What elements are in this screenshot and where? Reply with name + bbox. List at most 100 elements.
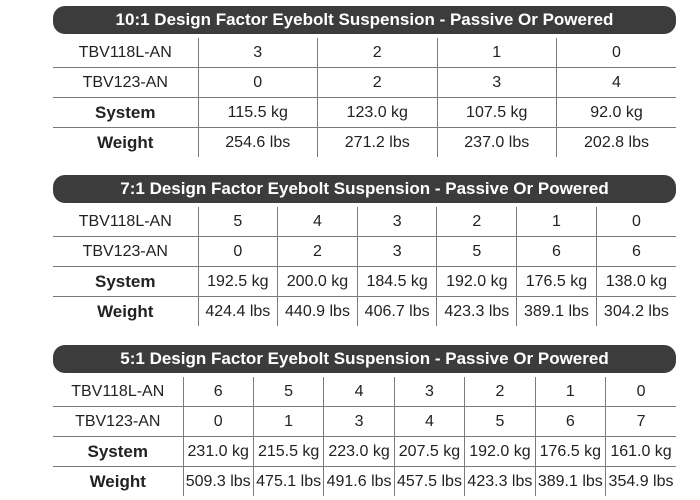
table-cell: 4 bbox=[277, 207, 358, 237]
table-cell: 92.0 kg bbox=[556, 97, 676, 128]
table-cell: 202.8 lbs bbox=[556, 127, 676, 157]
table-row: System 192.5 kg 200.0 kg 184.5 kg 192.0 … bbox=[53, 266, 676, 297]
table-cell: 5 bbox=[197, 207, 279, 237]
table-cell: 192.0 kg bbox=[436, 266, 518, 297]
table-row: TBV123-AN 0 1 3 4 5 6 7 bbox=[53, 406, 676, 437]
table-cell: 457.5 lbs bbox=[393, 466, 466, 496]
table-cell: 389.1 lbs bbox=[534, 466, 607, 496]
table-cell: 0 bbox=[182, 406, 254, 437]
table-cell: 354.9 lbs bbox=[605, 466, 676, 496]
table-cell: 491.6 lbs bbox=[323, 466, 395, 496]
table-cell: 138.0 kg bbox=[595, 266, 676, 297]
table-cell: 3 bbox=[356, 236, 438, 267]
table-cell: 6 bbox=[182, 377, 254, 407]
row-label: Weight bbox=[53, 296, 199, 326]
table-cell: 0 bbox=[197, 236, 279, 267]
table-cell: 423.3 lbs bbox=[464, 466, 536, 496]
table-cell: 176.5 kg bbox=[516, 266, 597, 297]
table-cell: 0 bbox=[556, 38, 676, 68]
table-cell: 176.5 kg bbox=[534, 436, 607, 467]
table-cell: 271.2 lbs bbox=[317, 127, 438, 157]
table-cell: 389.1 lbs bbox=[516, 296, 597, 326]
table-title: 10:1 Design Factor Eyebolt Suspension - … bbox=[53, 6, 676, 34]
weight-table: TBV118L-AN 3 2 1 0 TBV123-AN 0 2 3 4 Sys… bbox=[53, 38, 676, 157]
table-cell: 192.5 kg bbox=[197, 266, 279, 297]
row-label: TBV118L-AN bbox=[53, 377, 184, 407]
table-10-1: 10:1 Design Factor Eyebolt Suspension - … bbox=[53, 6, 676, 157]
table-cell: 5 bbox=[252, 377, 325, 407]
row-label: Weight bbox=[53, 466, 184, 496]
table-cell: 2 bbox=[436, 207, 518, 237]
row-label: System bbox=[53, 97, 199, 128]
table-cell: 6 bbox=[534, 406, 607, 437]
table-row: Weight 254.6 lbs 271.2 lbs 237.0 lbs 202… bbox=[53, 127, 676, 157]
table-row: Weight 509.3 lbs 475.1 lbs 491.6 lbs 457… bbox=[53, 466, 676, 496]
weight-table: TBV118L-AN 6 5 4 3 2 1 0 TBV123-AN 0 1 3… bbox=[53, 377, 676, 496]
row-label: TBV123-AN bbox=[53, 406, 184, 437]
weight-table: TBV118L-AN 5 4 3 2 1 0 TBV123-AN 0 2 3 5… bbox=[53, 207, 676, 326]
table-cell: 1 bbox=[252, 406, 325, 437]
table-row: TBV118L-AN 5 4 3 2 1 0 bbox=[53, 207, 676, 237]
table-cell: 3 bbox=[356, 207, 438, 237]
table-row: TBV123-AN 0 2 3 5 6 6 bbox=[53, 236, 676, 267]
table-cell: 3 bbox=[197, 38, 318, 68]
table-cell: 254.6 lbs bbox=[197, 127, 318, 157]
table-cell: 4 bbox=[556, 67, 676, 98]
table-row: Weight 424.4 lbs 440.9 lbs 406.7 lbs 423… bbox=[53, 296, 676, 326]
table-cell: 4 bbox=[323, 377, 395, 407]
table-cell: 1 bbox=[436, 38, 557, 68]
table-cell: 115.5 kg bbox=[197, 97, 318, 128]
table-cell: 0 bbox=[605, 377, 676, 407]
table-cell: 6 bbox=[516, 236, 597, 267]
table-cell: 6 bbox=[595, 236, 676, 267]
table-cell: 0 bbox=[595, 207, 676, 237]
table-cell: 424.4 lbs bbox=[197, 296, 279, 326]
table-cell: 200.0 kg bbox=[277, 266, 358, 297]
table-title: 7:1 Design Factor Eyebolt Suspension - P… bbox=[53, 175, 676, 203]
row-label: TBV123-AN bbox=[53, 67, 199, 98]
table-cell: 423.3 lbs bbox=[436, 296, 518, 326]
table-cell: 509.3 lbs bbox=[182, 466, 254, 496]
table-cell: 223.0 kg bbox=[323, 436, 395, 467]
table-cell: 215.5 kg bbox=[252, 436, 325, 467]
row-label: System bbox=[53, 436, 184, 467]
table-cell: 3 bbox=[393, 377, 466, 407]
table-row: TBV118L-AN 3 2 1 0 bbox=[53, 38, 676, 68]
table-row: TBV123-AN 0 2 3 4 bbox=[53, 67, 676, 98]
table-cell: 2 bbox=[277, 236, 358, 267]
table-cell: 2 bbox=[317, 67, 438, 98]
table-cell: 231.0 kg bbox=[182, 436, 254, 467]
table-cell: 184.5 kg bbox=[356, 266, 438, 297]
table-row: System 115.5 kg 123.0 kg 107.5 kg 92.0 k… bbox=[53, 97, 676, 128]
row-label: TBV118L-AN bbox=[53, 207, 199, 237]
table-cell: 440.9 lbs bbox=[277, 296, 358, 326]
table-5-1: 5:1 Design Factor Eyebolt Suspension - P… bbox=[53, 345, 676, 496]
table-7-1: 7:1 Design Factor Eyebolt Suspension - P… bbox=[53, 175, 676, 326]
row-label: Weight bbox=[53, 127, 199, 157]
table-cell: 123.0 kg bbox=[317, 97, 438, 128]
table-cell: 2 bbox=[317, 38, 438, 68]
table-cell: 5 bbox=[464, 406, 536, 437]
table-title: 5:1 Design Factor Eyebolt Suspension - P… bbox=[53, 345, 676, 373]
table-cell: 7 bbox=[605, 406, 676, 437]
row-label: System bbox=[53, 266, 199, 297]
table-cell: 207.5 kg bbox=[393, 436, 466, 467]
row-label: TBV118L-AN bbox=[53, 38, 199, 68]
table-cell: 237.0 lbs bbox=[436, 127, 557, 157]
table-cell: 5 bbox=[436, 236, 518, 267]
table-cell: 1 bbox=[516, 207, 597, 237]
table-cell: 161.0 kg bbox=[605, 436, 676, 467]
table-cell: 192.0 kg bbox=[464, 436, 536, 467]
table-cell: 475.1 lbs bbox=[252, 466, 325, 496]
table-cell: 107.5 kg bbox=[436, 97, 557, 128]
table-cell: 1 bbox=[534, 377, 607, 407]
row-label: TBV123-AN bbox=[53, 236, 199, 267]
table-row: System 231.0 kg 215.5 kg 223.0 kg 207.5 … bbox=[53, 436, 676, 467]
table-cell: 3 bbox=[436, 67, 557, 98]
table-cell: 3 bbox=[323, 406, 395, 437]
table-cell: 0 bbox=[197, 67, 318, 98]
table-cell: 304.2 lbs bbox=[595, 296, 676, 326]
table-cell: 4 bbox=[393, 406, 466, 437]
table-cell: 406.7 lbs bbox=[356, 296, 438, 326]
table-cell: 2 bbox=[464, 377, 536, 407]
